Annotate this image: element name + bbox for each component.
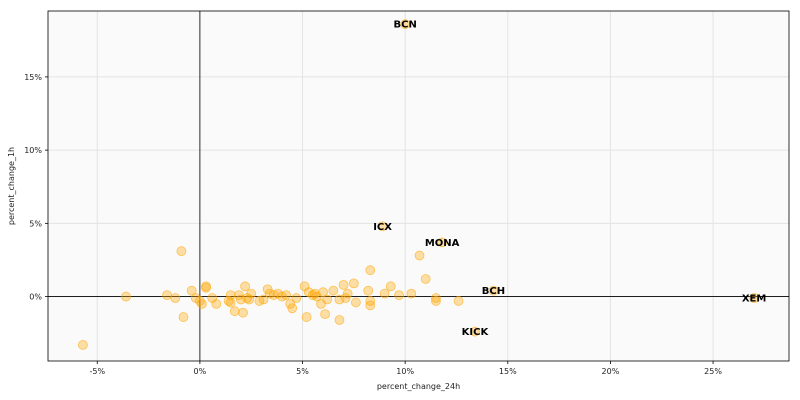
data-point (246, 288, 257, 299)
data-point (348, 278, 359, 289)
data-point (287, 303, 298, 314)
data-point (749, 293, 760, 303)
data-point (281, 290, 292, 301)
data-point (291, 293, 302, 303)
x-tick-label: 0% (194, 367, 207, 376)
point-label: BCN (393, 20, 416, 31)
y-tick-label: 0% (29, 293, 42, 302)
tick-labels: -5% 0% 5% 10% 15% 20% 25% 0% 5% 10% 15% (24, 73, 722, 376)
data-point (437, 237, 448, 248)
point-labels: BCN ICX MONA BCH XEM KICK (373, 20, 766, 339)
data-point (229, 306, 240, 317)
x-tick-label: 5% (296, 367, 309, 376)
data-points (77, 19, 760, 350)
data-point (431, 293, 441, 303)
x-tick-label: 15% (499, 367, 517, 376)
data-point (225, 290, 236, 301)
point-label: ICX (373, 222, 392, 233)
data-point (197, 298, 207, 309)
data-point (334, 315, 345, 325)
data-point (77, 339, 88, 350)
data-point (363, 285, 374, 296)
plot-frame (47, 10, 790, 362)
data-point (379, 288, 390, 299)
x-tick-label: 10% (396, 367, 414, 376)
data-point (420, 274, 431, 284)
data-point (201, 282, 211, 293)
data-point (470, 326, 480, 337)
data-point (318, 287, 328, 298)
data-point (400, 19, 411, 30)
y-tick-label: 10% (24, 146, 42, 155)
y-axis-label: percent_change_1h (7, 147, 16, 225)
data-point (211, 298, 222, 309)
x-tick-label: 20% (602, 367, 620, 376)
data-point (342, 288, 353, 299)
data-point (170, 293, 181, 303)
data-point (394, 290, 404, 301)
data-point (178, 312, 189, 322)
data-point (240, 281, 250, 292)
point-label: XEM (742, 294, 767, 305)
x-tick-label: -5% (89, 367, 105, 376)
data-point (365, 300, 376, 311)
data-point (350, 297, 361, 308)
data-point (377, 221, 388, 232)
data-point (414, 250, 425, 261)
data-point (238, 307, 248, 318)
data-point (385, 281, 396, 292)
data-point (258, 294, 269, 305)
data-point (365, 265, 376, 276)
point-label: MONA (425, 238, 460, 249)
data-point (320, 309, 331, 320)
data-point (322, 294, 333, 305)
y-tick-label: 5% (29, 219, 42, 228)
point-label: KICK (462, 327, 490, 338)
x-axis-label: percent_change_24h (377, 382, 460, 391)
data-point (338, 279, 349, 290)
data-point (225, 297, 236, 308)
data-point (488, 285, 499, 296)
x-tick-label: 25% (704, 367, 722, 376)
data-point (236, 294, 246, 305)
y-tick-label: 15% (24, 73, 42, 82)
data-point (186, 285, 197, 296)
plot-area (48, 11, 789, 361)
data-point (453, 296, 464, 306)
data-point (301, 312, 312, 322)
data-point (406, 288, 417, 299)
data-point (431, 296, 441, 306)
data-point (334, 294, 345, 305)
point-label: BCH (482, 286, 505, 297)
data-point (176, 246, 187, 257)
data-point (121, 291, 131, 302)
data-point (328, 285, 339, 296)
data-point (162, 290, 172, 301)
data-point (244, 294, 255, 305)
